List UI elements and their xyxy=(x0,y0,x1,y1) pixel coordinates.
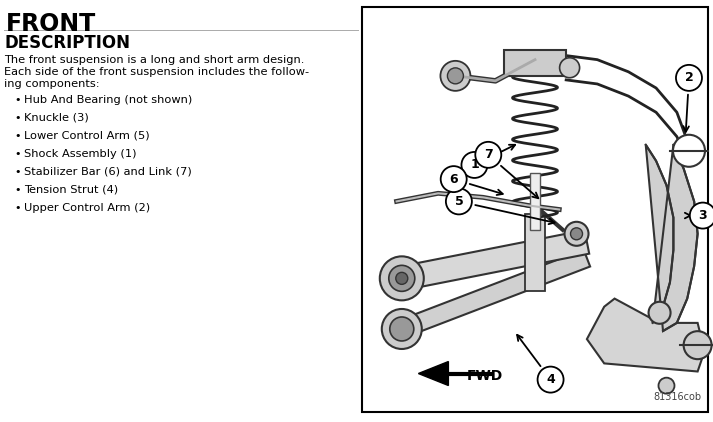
Polygon shape xyxy=(399,230,589,290)
Polygon shape xyxy=(646,145,697,331)
Circle shape xyxy=(676,65,702,91)
Bar xyxy=(504,49,566,76)
Circle shape xyxy=(448,68,463,84)
Circle shape xyxy=(441,166,467,192)
Text: •: • xyxy=(14,113,21,123)
Circle shape xyxy=(649,302,670,324)
Text: FWD: FWD xyxy=(466,368,503,382)
Text: 7: 7 xyxy=(484,148,493,161)
Text: •: • xyxy=(14,149,21,159)
Circle shape xyxy=(441,61,471,91)
Text: DESCRIPTION: DESCRIPTION xyxy=(4,34,130,52)
Text: The front suspension is a long and short arm design.: The front suspension is a long and short… xyxy=(4,55,304,65)
Text: •: • xyxy=(14,203,21,213)
Circle shape xyxy=(570,228,583,240)
Text: 5: 5 xyxy=(454,195,463,208)
Text: Tension Strut (4): Tension Strut (4) xyxy=(24,185,118,195)
Circle shape xyxy=(396,272,408,284)
Text: •: • xyxy=(14,185,21,195)
Circle shape xyxy=(446,188,472,214)
Circle shape xyxy=(390,317,414,341)
Text: Lower Control Arm (5): Lower Control Arm (5) xyxy=(24,131,150,141)
Text: 3: 3 xyxy=(699,209,707,222)
Circle shape xyxy=(689,203,713,229)
Circle shape xyxy=(659,378,674,394)
Text: Hub And Bearing (not shown): Hub And Bearing (not shown) xyxy=(24,95,193,105)
Text: 4: 4 xyxy=(546,373,555,386)
Text: Upper Control Arm (2): Upper Control Arm (2) xyxy=(24,203,150,213)
Text: 81316cob: 81316cob xyxy=(653,392,701,402)
Text: 6: 6 xyxy=(449,173,458,186)
Text: Shock Assembly (1): Shock Assembly (1) xyxy=(24,149,136,159)
Circle shape xyxy=(560,58,580,78)
Text: FRONT: FRONT xyxy=(6,12,96,36)
Text: •: • xyxy=(14,167,21,177)
Text: ing components:: ing components: xyxy=(4,79,100,89)
Text: •: • xyxy=(14,131,21,141)
Polygon shape xyxy=(399,250,590,337)
Text: Stabilizer Bar (6) and Link (7): Stabilizer Bar (6) and Link (7) xyxy=(24,167,192,177)
Circle shape xyxy=(461,152,488,178)
Text: Each side of the front suspension includes the follow-: Each side of the front suspension includ… xyxy=(4,67,309,77)
Polygon shape xyxy=(587,299,704,371)
Circle shape xyxy=(389,265,415,291)
Text: •: • xyxy=(14,95,21,105)
Text: 2: 2 xyxy=(684,71,693,84)
Circle shape xyxy=(381,309,422,349)
Circle shape xyxy=(380,256,424,300)
Circle shape xyxy=(538,367,563,392)
Circle shape xyxy=(476,142,501,168)
Bar xyxy=(362,7,708,412)
Circle shape xyxy=(684,331,712,359)
Circle shape xyxy=(673,135,705,167)
Bar xyxy=(530,173,540,230)
Polygon shape xyxy=(419,362,448,386)
Text: 1: 1 xyxy=(470,158,479,171)
Bar xyxy=(525,214,545,290)
Text: Knuckle (3): Knuckle (3) xyxy=(24,113,88,123)
Circle shape xyxy=(565,222,588,246)
